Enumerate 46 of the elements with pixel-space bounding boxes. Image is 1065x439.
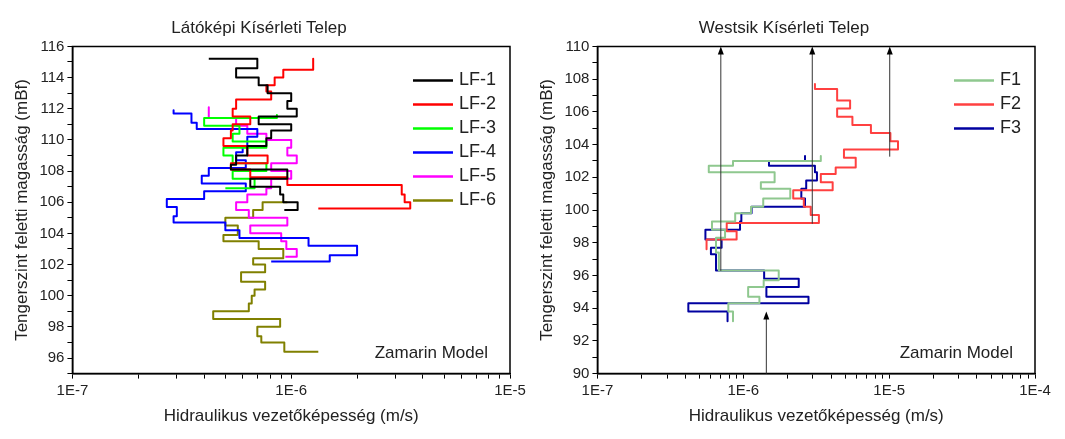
legend-label: LF-4: [458, 141, 496, 162]
y-tick-label: 114: [40, 67, 65, 85]
x-tick-label: 1E-6: [275, 380, 308, 398]
x-tick-label: 1E-6: [727, 380, 760, 398]
y-tick-label: 104: [39, 223, 65, 241]
y-tick-label: 106: [39, 192, 65, 210]
x-tick-label: 1E-4: [1019, 380, 1051, 398]
y-tick-label: 102: [564, 167, 590, 185]
y-tick-label: 110: [565, 36, 590, 54]
annotation: Zamarin Model: [899, 342, 1013, 362]
x-tick-label: 1E-7: [56, 380, 89, 398]
y-tick-label: 108: [564, 69, 590, 87]
x-tick-label: 1E-5: [494, 380, 526, 398]
x-tick-label: 1E-7: [581, 380, 614, 398]
annotation: Zamarin Model: [374, 342, 488, 362]
y-tick-label: 96: [47, 348, 65, 366]
y-tick-label: 90: [572, 363, 590, 381]
y-tick-label: 108: [39, 161, 65, 179]
x-tick-label: 1E-5: [873, 380, 905, 398]
y-tick-label: 116: [40, 36, 65, 54]
legend-label: LF-1: [458, 69, 496, 90]
legend-label: LF-3: [458, 117, 496, 138]
legend-label: F3: [999, 117, 1022, 138]
y-tick-label: 96: [572, 265, 590, 283]
y-tick-label: 100: [39, 285, 65, 303]
legend-label: LF-5: [458, 165, 496, 186]
x-axis-title: Hidraulikus vezetőképesség (m/s): [163, 406, 419, 426]
y-axis-title: Tengerszint feletti magasság (mBf): [536, 79, 556, 341]
legend-label: LF-6: [458, 189, 496, 210]
y-tick-label: 106: [564, 101, 590, 119]
legend-label: F1: [999, 69, 1022, 90]
y-tick-label: 98: [572, 232, 590, 250]
y-tick-label: 104: [564, 134, 590, 152]
chart-title: Látóképi Kísérleti Telep: [171, 17, 347, 37]
y-tick-label: 100: [564, 200, 590, 218]
y-tick-label: 94: [572, 298, 590, 316]
y-tick-label: 110: [40, 130, 65, 148]
y-tick-label: 112: [40, 98, 65, 116]
legend-label: LF-2: [458, 93, 496, 114]
x-axis-title: Hidraulikus vezetőképesség (m/s): [688, 406, 944, 426]
y-axis-title: Tengerszint feletti magasság (mBf): [11, 79, 31, 341]
chart-title: Westsik Kísérleti Telep: [698, 17, 870, 37]
y-tick-label: 98: [47, 317, 65, 334]
y-tick-label: 92: [572, 331, 590, 349]
y-tick-label: 102: [39, 254, 65, 272]
legend-label: F2: [999, 93, 1022, 114]
